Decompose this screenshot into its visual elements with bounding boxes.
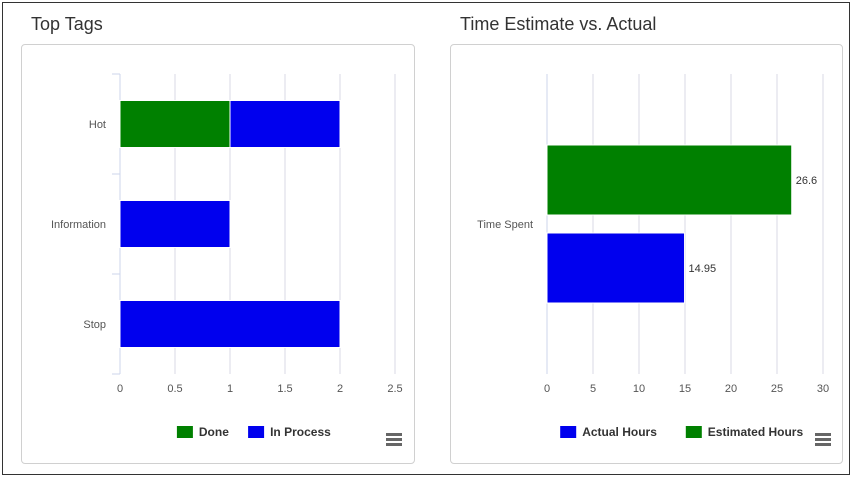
chart-menu-button-time-estimate[interactable] (815, 433, 831, 446)
x-tick-label: 0 (544, 383, 550, 395)
bar-time-spent-actual-hours (546, 232, 686, 304)
category-label-hot: Hot (89, 119, 106, 131)
panel-title-time-estimate: Time Estimate vs. Actual (460, 14, 657, 34)
data-label-actual-hours: 14.95 (689, 263, 717, 275)
legend-swatch-in-process (248, 426, 265, 438)
top-tags-card: 0 0.5 1 1.5 2 2.5 Hot Information Stop Done In Pro… (21, 44, 415, 464)
x-tick-label: 25 (771, 383, 783, 395)
legend-swatch-estimated-hours (685, 426, 702, 438)
x-tick-label: 10 (633, 383, 645, 395)
data-label-estimated-hours: 26.6 (796, 175, 817, 187)
top-tags-chart: 0 0.5 1 1.5 2 2.5 Hot Information Stop Done In Pro… (51, 73, 403, 439)
x-tick-label: 1.5 (277, 383, 292, 395)
x-tick-label: 2 (337, 383, 343, 395)
legend-label-done: Done (199, 425, 229, 439)
category-label-information: Information (51, 219, 106, 231)
legend-swatch-actual-hours (560, 426, 577, 438)
bar-hot-done (119, 100, 231, 148)
x-tick-label: 2.5 (387, 383, 402, 395)
panel-title-top-tags: Top Tags (31, 14, 103, 34)
bar-hot-in-process (229, 100, 341, 148)
chart-menu-button-top-tags[interactable] (386, 433, 402, 446)
x-tick-label: 30 (817, 383, 829, 395)
category-label-time-spent: Time Spent (477, 219, 533, 231)
x-tick-label: 15 (679, 383, 691, 395)
x-tick-label: 0 (117, 383, 123, 395)
x-tick-label: 1 (227, 383, 233, 395)
x-tick-label: 0.5 (167, 383, 182, 395)
legend-swatch-done (176, 426, 193, 438)
legend-label-estimated-hours: Estimated Hours (708, 425, 804, 439)
legend-label-actual-hours: Actual Hours (582, 425, 657, 439)
category-label-stop: Stop (83, 319, 106, 331)
time-estimate-chart: 0 5 10 15 20 25 30 Time Spent 26.6 14.95 Actual Ho… (477, 74, 829, 439)
bar-time-spent-estimated-hours (546, 144, 793, 216)
time-estimate-card: 0 5 10 15 20 25 30 Time Spent 26.6 14.95 Actual Ho… (450, 44, 843, 464)
x-tick-label: 5 (590, 383, 596, 395)
x-tick-label: 20 (725, 383, 737, 395)
bar-stop-in-process (119, 300, 341, 348)
legend-label-in-process: In Process (270, 425, 331, 439)
bar-information-in-process (119, 200, 231, 248)
